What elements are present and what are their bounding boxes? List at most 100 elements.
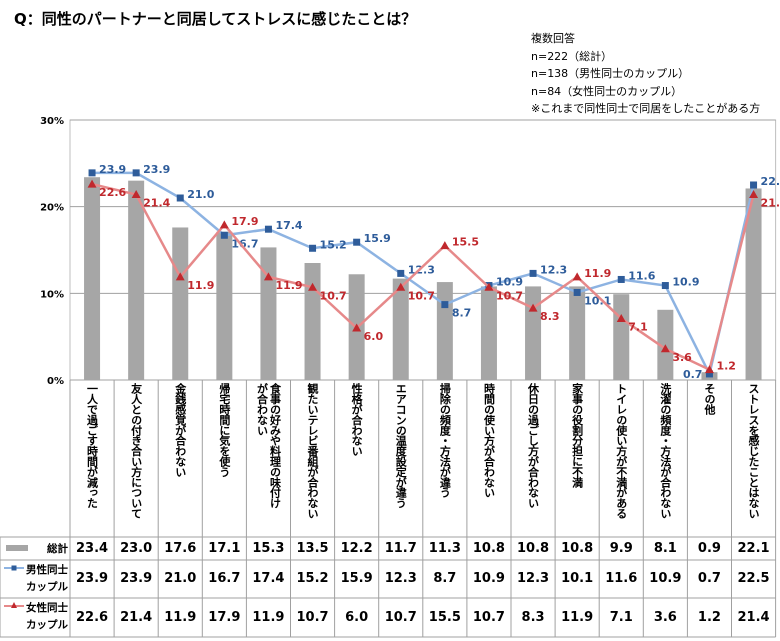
data-label: 8.3 xyxy=(540,310,560,323)
category-label: 家事の役割分担に不満 xyxy=(570,383,584,488)
table-cell: 15.2 xyxy=(296,571,329,586)
legend-swatch-bar xyxy=(6,545,28,551)
square-marker xyxy=(750,181,758,189)
data-label: 3.6 xyxy=(672,351,692,364)
table-cell: 8.7 xyxy=(433,571,457,586)
table-cell: 11.9 xyxy=(561,609,594,625)
table-cell: 0.7 xyxy=(697,571,721,586)
y-tick-label: 10% xyxy=(40,289,64,300)
data-label: 15.2 xyxy=(320,238,347,251)
category-label: トイレの使い方が不満がある xyxy=(614,383,628,519)
chart-notes: 複数回答 n=222（総計） n=138（男性同士のカップル） n=84（女性同… xyxy=(531,30,760,118)
data-label: 10.9 xyxy=(672,276,699,289)
data-label: 22.5 xyxy=(761,175,780,188)
y-tick-label: 30% xyxy=(40,116,64,127)
table-cell: 23.9 xyxy=(76,571,109,586)
table-cell: 17.6 xyxy=(164,540,197,556)
category-label: その他 xyxy=(702,383,716,415)
bar xyxy=(128,180,145,380)
triangle-marker xyxy=(352,323,362,332)
square-marker xyxy=(264,225,272,233)
note: n=222（総計） xyxy=(531,49,613,63)
triangle-marker xyxy=(440,241,450,250)
series-line xyxy=(92,171,755,378)
category-label: 金銭感覚が合わない xyxy=(173,383,187,477)
table-cell: 11.9 xyxy=(252,609,285,625)
table-cell: 12.3 xyxy=(384,571,417,586)
legend-marker xyxy=(11,565,17,571)
category-label: 時間の使い方が合わない xyxy=(482,383,496,498)
square-marker xyxy=(132,169,140,177)
triangle-marker xyxy=(131,190,141,199)
table-cell: 12.2 xyxy=(340,540,373,556)
triangle-marker xyxy=(616,313,626,322)
bar xyxy=(84,177,101,380)
table-cell: 10.8 xyxy=(561,540,594,556)
square-marker xyxy=(705,370,713,378)
table-cell: 21.4 xyxy=(737,609,770,625)
note: 複数回答 xyxy=(531,32,575,45)
table-cell: 6.0 xyxy=(345,609,369,625)
table-cell: 15.5 xyxy=(428,609,461,625)
data-label: 11.9 xyxy=(584,267,611,280)
table-cell: 22.6 xyxy=(76,609,109,625)
data-label: 10.7 xyxy=(408,289,435,302)
y-tick-label: 0% xyxy=(47,376,64,387)
bar xyxy=(745,188,762,380)
table-cell: 13.5 xyxy=(296,540,329,556)
data-label: 11.9 xyxy=(187,279,214,292)
table-cell: 21.0 xyxy=(164,571,197,586)
series-line xyxy=(91,182,755,372)
legend-label: 女性同士 カップル xyxy=(26,602,68,631)
square-marker xyxy=(220,231,228,239)
square-marker xyxy=(309,244,317,252)
triangle-marker xyxy=(660,344,670,353)
data-label: 7.1 xyxy=(628,320,648,333)
legend-marker xyxy=(11,602,17,608)
data-label: 21.4 xyxy=(143,197,170,210)
table-cell: 15.3 xyxy=(252,540,285,556)
triangle-marker xyxy=(308,282,318,291)
table-cell: 15.9 xyxy=(340,571,373,586)
data-label: 10.7 xyxy=(320,289,347,302)
data-label: 0.7 xyxy=(683,368,703,381)
bar xyxy=(569,286,586,380)
table-cell: 17.9 xyxy=(208,609,241,625)
table-cell: 17.1 xyxy=(208,540,241,556)
square-marker xyxy=(176,194,184,202)
category-label: 食事の好みや料理の味付け が合わない xyxy=(255,383,282,508)
square-marker xyxy=(573,288,581,296)
category-label: ストレスを感じたことはない xyxy=(747,383,761,519)
data-label: 1.2 xyxy=(716,360,736,373)
bar xyxy=(216,231,233,380)
data-label: 15.9 xyxy=(364,232,391,245)
table-cell: 16.7 xyxy=(208,571,241,586)
bar xyxy=(392,278,409,380)
table-cell: 3.6 xyxy=(653,609,677,625)
data-label: 6.0 xyxy=(364,330,384,343)
table-cell: 23.4 xyxy=(76,540,109,556)
table-cell: 0.9 xyxy=(697,540,721,556)
table-cell: 1.2 xyxy=(697,609,721,625)
table-cell: 12.3 xyxy=(517,571,550,586)
table-cell: 8.1 xyxy=(653,540,677,556)
data-label: 11.9 xyxy=(275,279,302,292)
data-label: 8.7 xyxy=(452,307,472,320)
data-label: 23.9 xyxy=(99,163,126,176)
triangle-marker xyxy=(396,282,406,291)
data-label: 10.9 xyxy=(496,276,523,289)
triangle-marker xyxy=(175,272,185,281)
triangle-marker xyxy=(484,282,494,291)
table-cell: 21.4 xyxy=(120,609,153,625)
note: ※これまで同性同士で同居をしたことがある方 xyxy=(531,102,761,115)
table-cell: 10.8 xyxy=(517,540,550,556)
data-label: 21.0 xyxy=(187,188,214,201)
category-label: 一人で過ごす時間が減った xyxy=(85,383,99,508)
data-label: 17.4 xyxy=(275,219,302,232)
bar xyxy=(260,247,277,380)
triangle-marker xyxy=(528,303,538,312)
square-marker xyxy=(617,275,625,283)
bar xyxy=(436,282,453,380)
category-label: 帰宅時間に気を使う xyxy=(217,383,231,477)
